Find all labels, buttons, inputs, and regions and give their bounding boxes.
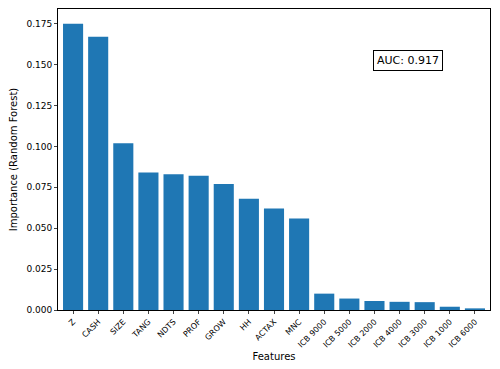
svg-text:CASH: CASH [80,317,102,339]
svg-text:SIZE: SIZE [108,317,127,336]
svg-text:NDTS: NDTS [156,317,178,339]
svg-text:TANG: TANG [130,317,153,340]
svg-text:HH: HH [238,317,253,332]
svg-text:Importance (Random Forest): Importance (Random Forest) [8,88,19,232]
svg-text:AUC: 0.917: AUC: 0.917 [377,54,439,67]
svg-text:ICB 1000: ICB 1000 [422,317,454,349]
svg-text:ICB 2000: ICB 2000 [347,317,379,349]
svg-text:GROW: GROW [203,317,228,342]
svg-text:0.175: 0.175 [26,19,52,29]
svg-text:Features: Features [253,351,296,362]
svg-text:0.150: 0.150 [26,60,52,70]
svg-text:ACTAX: ACTAX [253,317,278,342]
svg-text:PROF: PROF [181,317,203,339]
svg-text:0.000: 0.000 [26,305,52,315]
svg-text:ICB 4000: ICB 4000 [372,317,404,349]
svg-text:ICB 5000: ICB 5000 [322,317,354,349]
svg-text:0.025: 0.025 [26,264,52,274]
svg-text:0.125: 0.125 [26,101,52,111]
svg-text:Z: Z [67,317,78,328]
svg-text:0.100: 0.100 [26,142,52,152]
svg-text:0.075: 0.075 [26,182,52,192]
svg-text:MNC: MNC [284,317,304,337]
svg-text:ICB 9000: ICB 9000 [296,317,328,349]
svg-text:ICB 3000: ICB 3000 [397,317,429,349]
svg-text:0.050: 0.050 [26,223,52,233]
svg-text:ICB 6000: ICB 6000 [447,317,479,349]
